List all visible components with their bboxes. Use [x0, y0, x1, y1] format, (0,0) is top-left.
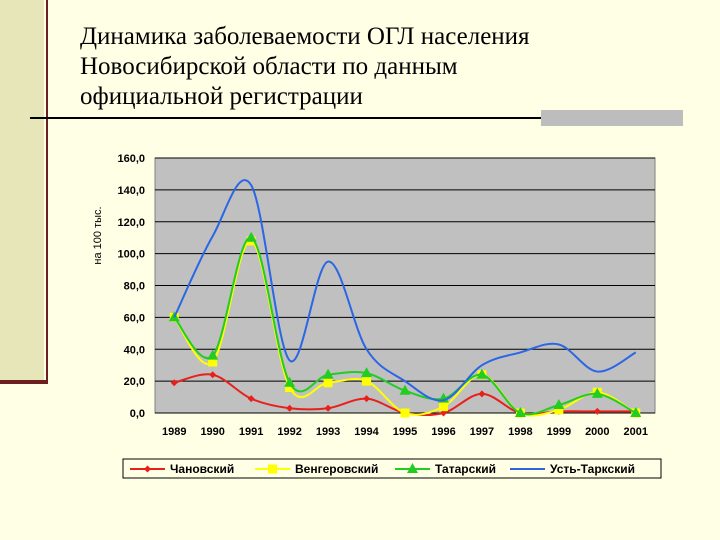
y-tick-label: 80,0 — [124, 281, 145, 293]
slide-left-vertical-line — [46, 0, 48, 384]
series-3-point — [514, 407, 526, 417]
x-tick-label: 1991 — [239, 426, 263, 438]
x-tick-label: 1990 — [200, 426, 224, 438]
series-3-point — [591, 387, 603, 398]
y-tick-label: 60,0 — [124, 312, 145, 324]
x-tick-label: 1993 — [316, 426, 340, 438]
series-3-point — [399, 384, 411, 395]
slide-title-line-3: официальной регистрации — [80, 83, 363, 110]
legend-label: Чановский — [170, 462, 234, 476]
y-tick-label: 100,0 — [117, 249, 145, 261]
x-tick-label: 1998 — [508, 426, 532, 438]
legend-box — [122, 458, 662, 479]
y-tick-label: 0,0 — [130, 408, 145, 420]
y-tick-label: 40,0 — [124, 344, 145, 356]
series-3-point — [322, 368, 334, 379]
series-1-point — [593, 407, 601, 415]
x-tick-label: 2001 — [624, 426, 648, 438]
legend-swatch-marker — [268, 464, 277, 474]
series-2-point — [362, 376, 372, 386]
x-tick-label: 1989 — [162, 426, 186, 438]
legend-label: Татарский — [435, 462, 496, 476]
x-tick-label: 1999 — [547, 426, 571, 438]
slide-title: Динамика заболеваемости ОГЛ населения Но… — [80, 22, 680, 112]
x-tick-label: 1996 — [431, 426, 455, 438]
series-1-point — [170, 379, 178, 387]
y-axis-label: на 100 тыс. — [92, 206, 104, 264]
slide-title-line-1: Динамика заболеваемости ОГЛ населения — [80, 23, 530, 50]
series-2-point — [285, 383, 295, 392]
legend-swatch-marker — [144, 465, 151, 473]
series-3-point — [476, 368, 488, 379]
series-1-point — [363, 395, 371, 403]
series-1-point — [286, 404, 294, 412]
series-3-point — [630, 407, 642, 417]
series-2-point — [323, 378, 333, 388]
legend-label: Венгеровский — [295, 462, 378, 476]
series-line-3 — [173, 236, 637, 416]
x-tick-label: 1995 — [393, 426, 417, 438]
slide-left-accent-bar — [0, 0, 44, 380]
y-tick-label: 140,0 — [117, 185, 145, 197]
x-tick-label: 1992 — [277, 426, 301, 438]
x-tick-label: 1994 — [354, 426, 379, 438]
y-tick-label: 120,0 — [117, 217, 145, 229]
series-3-point — [284, 376, 296, 387]
slide-left-accent-underline — [0, 380, 48, 384]
slide-title-line-2: Новосибирской области по данным — [80, 53, 458, 80]
x-tick-label: 1997 — [470, 426, 494, 438]
series-1-point — [324, 404, 332, 412]
series-2-point — [400, 408, 410, 418]
series-3-point — [361, 367, 373, 378]
series-line-4 — [173, 179, 637, 402]
series-3-point — [553, 399, 565, 410]
series-2-point — [554, 405, 564, 415]
title-underline — [30, 117, 682, 119]
y-tick-label: 160,0 — [117, 153, 145, 165]
series-3-point — [207, 349, 219, 360]
series-1-point — [439, 409, 447, 417]
series-1-point — [209, 371, 217, 379]
series-line-2 — [173, 239, 637, 417]
legend-label: Усть-Таркский — [550, 462, 635, 476]
series-1-point — [247, 395, 255, 403]
y-tick-label: 20,0 — [124, 376, 145, 388]
series-3-point — [245, 231, 257, 242]
series-2-point — [438, 402, 448, 412]
series-1-point — [478, 390, 486, 398]
legend-swatch-marker — [407, 463, 418, 473]
series-2-point — [208, 357, 218, 367]
x-tick-label: 2000 — [585, 426, 609, 438]
title-underline-accent-box — [541, 110, 683, 126]
